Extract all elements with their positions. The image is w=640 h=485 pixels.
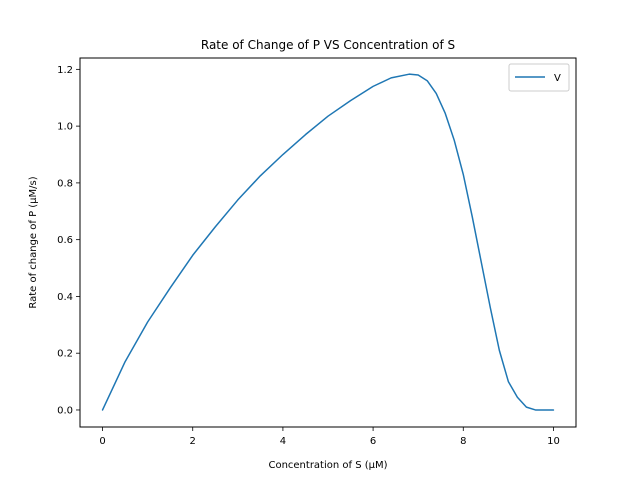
y-axis-ticks: 0.0 0.2 0.4 0.6 0.8 1.0 1.2 bbox=[57, 65, 80, 416]
y-tick-label: 0.2 bbox=[57, 349, 73, 360]
legend-label-V: V bbox=[554, 73, 561, 84]
y-tick-label: 0.6 bbox=[57, 235, 73, 246]
legend: V bbox=[508, 63, 570, 92]
y-axis-label: Rate of change of P (μM/s) bbox=[28, 176, 39, 308]
y-tick-label: 0.8 bbox=[57, 178, 73, 189]
y-tick-label: 1.2 bbox=[57, 65, 73, 76]
x-tick-label: 4 bbox=[280, 436, 286, 447]
x-tick-label: 6 bbox=[370, 436, 376, 447]
x-tick-label: 0 bbox=[99, 436, 105, 447]
y-tick-label: 1.0 bbox=[57, 122, 73, 133]
y-tick-label: 0.0 bbox=[57, 405, 73, 416]
x-tick-label: 10 bbox=[547, 436, 560, 447]
x-tick-label: 8 bbox=[460, 436, 466, 447]
x-axis-ticks: 0 2 4 6 8 10 bbox=[99, 427, 560, 447]
plot-area bbox=[79, 57, 577, 428]
chart-title: Rate of Change of P VS Concentration of … bbox=[201, 38, 455, 52]
x-tick-label: 2 bbox=[190, 436, 196, 447]
series-line-V bbox=[101, 73, 555, 411]
series-layer bbox=[101, 73, 555, 411]
x-axis-label: Concentration of S (μM) bbox=[268, 460, 387, 471]
plot-frame bbox=[79, 57, 577, 428]
y-tick-label: 0.4 bbox=[57, 292, 73, 303]
